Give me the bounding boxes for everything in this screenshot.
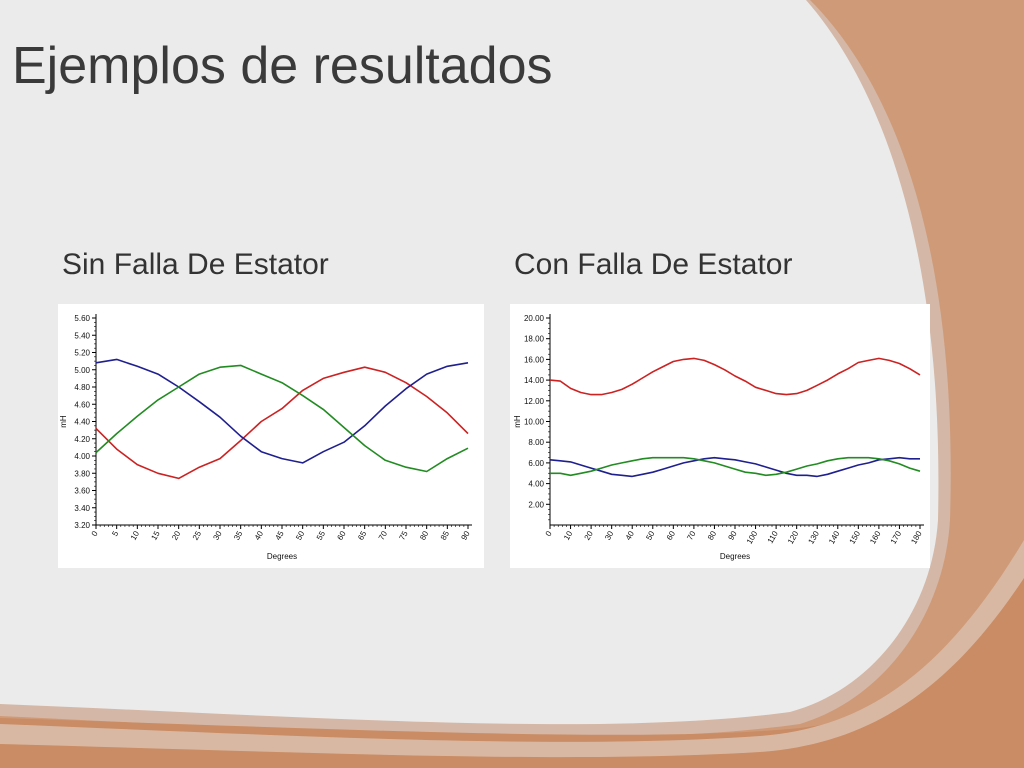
y-tick-label: 4.00 bbox=[74, 452, 90, 461]
x-tick-label: 25 bbox=[191, 529, 204, 542]
y-tick-label: 5.00 bbox=[74, 366, 90, 375]
x-tick-label: 40 bbox=[253, 529, 266, 542]
x-tick-label: 50 bbox=[294, 529, 307, 542]
x-tick-label: 5 bbox=[110, 529, 120, 538]
x-tick-label: 20 bbox=[583, 529, 596, 542]
y-tick-label: 2.00 bbox=[528, 500, 544, 509]
x-tick-label: 60 bbox=[335, 529, 348, 542]
y-tick-label: 12.00 bbox=[524, 397, 545, 406]
x-tick-label: 90 bbox=[459, 529, 472, 542]
x-axis-label: Degrees bbox=[720, 552, 750, 561]
x-tick-label: 10 bbox=[562, 529, 575, 542]
x-tick-label: 50 bbox=[644, 529, 657, 542]
chart-sin-falla: 3.20 3.40 3.60 3.80 4.00 4.20 4.40 4.60 4.80 5.00… bbox=[58, 304, 484, 568]
x-tick-label: 180 bbox=[909, 529, 924, 546]
x-tick-label: 170 bbox=[889, 529, 904, 546]
y-tick-label: 3.40 bbox=[74, 504, 90, 513]
chart-sin-falla-svg: 3.20 3.40 3.60 3.80 4.00 4.20 4.40 4.60 4.80 5.00… bbox=[59, 314, 472, 561]
x-tick-label: 150 bbox=[848, 529, 863, 546]
x-tick-label: 80 bbox=[706, 529, 719, 542]
y-tick-label: 4.60 bbox=[74, 400, 90, 409]
x-tick-label: 140 bbox=[827, 529, 842, 546]
x-tick-label: 0 bbox=[90, 529, 100, 538]
x-tick-label: 0 bbox=[544, 529, 554, 538]
x-tick-label: 160 bbox=[868, 529, 883, 546]
series-line-1 bbox=[95, 366, 469, 480]
y-tick-label: 3.60 bbox=[74, 487, 90, 496]
y-tick-label: 18.00 bbox=[524, 335, 545, 344]
x-tick-label: 75 bbox=[397, 529, 410, 542]
y-tick-label: 3.20 bbox=[74, 521, 90, 530]
y-tick-label: 5.20 bbox=[74, 349, 90, 358]
x-tick-label: 110 bbox=[766, 529, 780, 545]
y-tick-label: 10.00 bbox=[524, 418, 545, 427]
x-tick-label: 65 bbox=[356, 529, 369, 542]
y-tick-label: 14.00 bbox=[524, 376, 545, 385]
x-tick-label: 40 bbox=[624, 529, 637, 542]
series-line-2 bbox=[549, 456, 920, 478]
y-tick-label: 4.20 bbox=[74, 435, 90, 444]
x-axis-label: Degrees bbox=[267, 552, 297, 561]
series-line-3 bbox=[95, 364, 469, 473]
background-bottom-swoosh bbox=[0, 560, 1024, 768]
x-tick-label: 85 bbox=[439, 529, 452, 542]
x-tick-label: 130 bbox=[806, 529, 821, 546]
series-line-1 bbox=[549, 357, 921, 396]
y-axis-label: mH bbox=[59, 415, 68, 428]
x-tick-label: 30 bbox=[211, 529, 224, 542]
x-tick-label: 90 bbox=[726, 529, 739, 542]
background-bottom-highlight bbox=[0, 540, 1024, 758]
x-tick-label: 70 bbox=[685, 529, 698, 542]
chart-con-falla-svg: 2.00 4.00 6.00 8.00 10.00 12.00 14.00 16.00 18.0… bbox=[513, 314, 924, 561]
x-tick-label: 55 bbox=[315, 529, 328, 542]
x-tick-label: 100 bbox=[745, 529, 760, 546]
x-tick-label: 15 bbox=[149, 529, 162, 542]
y-tick-label: 20.00 bbox=[524, 314, 545, 323]
x-tick-label: 45 bbox=[273, 529, 286, 542]
y-tick-label: 4.40 bbox=[74, 418, 90, 427]
x-tick-label: 10 bbox=[129, 529, 142, 542]
y-tick-label: 8.00 bbox=[528, 438, 544, 447]
subtitle-sin-falla: Sin Falla De Estator bbox=[62, 248, 329, 281]
y-tick-label: 5.40 bbox=[74, 331, 90, 340]
y-tick-label: 16.00 bbox=[524, 355, 545, 364]
series-line-2 bbox=[95, 358, 469, 464]
x-tick-label: 60 bbox=[665, 529, 678, 542]
subtitle-con-falla: Con Falla De Estator bbox=[514, 248, 793, 281]
y-tick-label: 5.60 bbox=[74, 314, 90, 323]
series-line-3 bbox=[550, 456, 921, 477]
y-tick-label: 4.80 bbox=[74, 383, 90, 392]
x-tick-label: 30 bbox=[603, 529, 616, 542]
y-tick-label: 3.80 bbox=[74, 469, 90, 478]
x-tick-label: 20 bbox=[170, 529, 183, 542]
chart-con-falla: 2.00 4.00 6.00 8.00 10.00 12.00 14.00 16.00 18.0… bbox=[510, 304, 930, 568]
x-tick-label: 80 bbox=[418, 529, 431, 542]
x-tick-label: 120 bbox=[786, 529, 801, 546]
y-tick-label: 4.00 bbox=[528, 480, 544, 489]
slide-title: Ejemplos de resultados bbox=[12, 37, 553, 95]
y-axis-label: mH bbox=[513, 415, 522, 428]
x-tick-label: 70 bbox=[377, 529, 390, 542]
x-tick-label: 35 bbox=[232, 529, 245, 542]
y-tick-label: 6.00 bbox=[528, 459, 544, 468]
